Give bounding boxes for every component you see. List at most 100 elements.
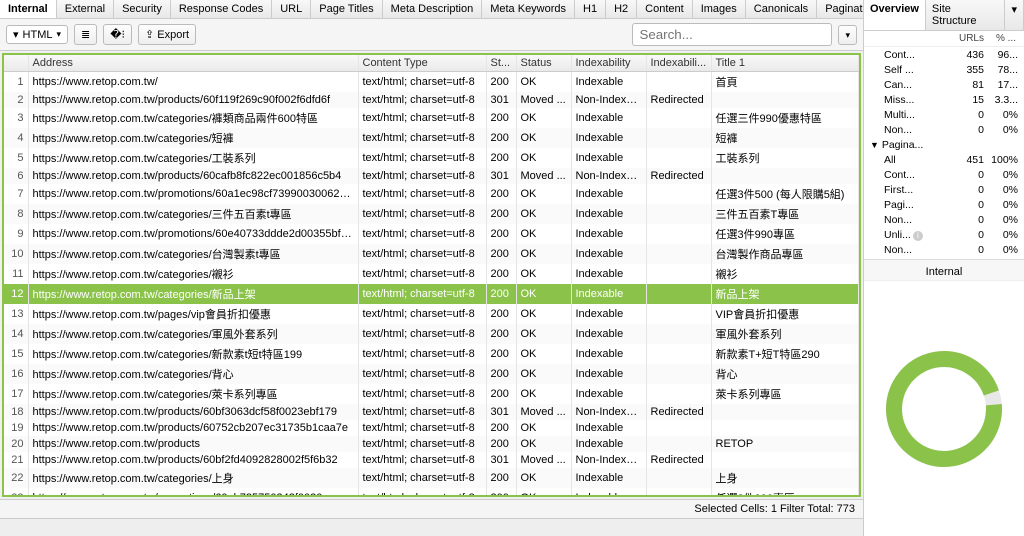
overview-count: 436 xyxy=(954,49,984,61)
cell: Indexable xyxy=(571,184,646,204)
table-row[interactable]: 9https://www.retop.com.tw/promotions/60e… xyxy=(4,224,859,244)
cell: OK xyxy=(516,108,571,128)
overview-row[interactable]: Multi...00% xyxy=(864,107,1024,122)
overview-row[interactable]: Unli...i00% xyxy=(864,227,1024,242)
column-header[interactable]: Title 1 xyxy=(711,55,859,72)
overview-row[interactable]: All451100% xyxy=(864,152,1024,167)
export-button[interactable]: ⇪ Export xyxy=(138,24,196,45)
table-row[interactable]: 19https://www.retop.com.tw/products/6075… xyxy=(4,420,859,436)
table-row[interactable]: 21https://www.retop.com.tw/products/60bf… xyxy=(4,452,859,468)
status-bar: Selected Cells: 1 Filter Total: 773 xyxy=(0,499,863,518)
overview-row[interactable]: Non...00% xyxy=(864,212,1024,227)
cell: Redirected xyxy=(646,404,711,420)
column-header[interactable]: St... xyxy=(486,55,516,72)
table-row[interactable]: 22https://www.retop.com.tw/categories/上身… xyxy=(4,468,859,488)
table-row[interactable]: 17https://www.retop.com.tw/categories/萊卡… xyxy=(4,384,859,404)
cell: Indexable xyxy=(571,224,646,244)
view-tree-button[interactable]: �⁝ xyxy=(103,24,132,45)
tab-pagination[interactable]: Pagination xyxy=(817,0,863,18)
column-header[interactable] xyxy=(4,55,28,72)
table-row[interactable]: 12https://www.retop.com.tw/categories/新品… xyxy=(4,284,859,304)
table-row[interactable]: 4https://www.retop.com.tw/categories/短褲t… xyxy=(4,128,859,148)
table-row[interactable]: 8https://www.retop.com.tw/categories/三件五… xyxy=(4,204,859,224)
cell: OK xyxy=(516,224,571,244)
overview-row[interactable]: ▼ Pagina... xyxy=(864,137,1024,152)
tab-h2[interactable]: H2 xyxy=(606,0,637,18)
results-grid[interactable]: AddressContent TypeSt...StatusIndexabili… xyxy=(2,53,861,497)
cell: https://www.retop.com.tw/categories/褲類商品… xyxy=(28,108,358,128)
cell: Indexable xyxy=(571,128,646,148)
column-header[interactable]: Indexabili... xyxy=(646,55,711,72)
cell: Indexable xyxy=(571,204,646,224)
overview-label: Non... xyxy=(870,214,954,226)
table-row[interactable]: 11https://www.retop.com.tw/categories/襯衫… xyxy=(4,264,859,284)
table-row[interactable]: 14https://www.retop.com.tw/categories/軍風… xyxy=(4,324,859,344)
cell: https://www.retop.com.tw/pages/vip會員折扣優惠 xyxy=(28,304,358,324)
table-row[interactable]: 20https://www.retop.com.tw/productstext/… xyxy=(4,436,859,452)
table-row[interactable]: 3https://www.retop.com.tw/categories/褲類商… xyxy=(4,108,859,128)
table-row[interactable]: 10https://www.retop.com.tw/categories/台灣… xyxy=(4,244,859,264)
cell: 上身 xyxy=(711,468,859,488)
search-input[interactable] xyxy=(632,23,832,46)
list-icon: ≣ xyxy=(81,29,90,41)
overview-row[interactable]: Non...00% xyxy=(864,242,1024,257)
overview-row[interactable]: Non...00% xyxy=(864,122,1024,137)
cell: Indexable xyxy=(571,148,646,168)
cell: Redirected xyxy=(646,92,711,108)
table-row[interactable]: 5https://www.retop.com.tw/categories/工裝系… xyxy=(4,148,859,168)
table-row[interactable]: 1https://www.retop.com.tw/text/html; cha… xyxy=(4,72,859,93)
table-row[interactable]: 18https://www.retop.com.tw/products/60bf… xyxy=(4,404,859,420)
tab-content[interactable]: Content xyxy=(637,0,693,18)
table-row[interactable]: 23https://www.retop.com.tw/promotions/60… xyxy=(4,488,859,497)
table-row[interactable]: 7https://www.retop.com.tw/promotions/60a… xyxy=(4,184,859,204)
side-tab-more[interactable]: ▾ xyxy=(1005,0,1024,30)
table-row[interactable]: 15https://www.retop.com.tw/categories/新款… xyxy=(4,344,859,364)
cell: text/html; charset=utf-8 xyxy=(358,452,486,468)
side-tab-site-structure[interactable]: Site Structure xyxy=(926,0,1006,30)
overview-label: Multi... xyxy=(870,109,954,121)
overview-row[interactable]: First...00% xyxy=(864,182,1024,197)
cell: 23 xyxy=(4,488,28,497)
cell: 工裝系列 xyxy=(711,148,859,168)
tab-h1[interactable]: H1 xyxy=(575,0,606,18)
tab-url[interactable]: URL xyxy=(272,0,311,18)
cell: 200 xyxy=(486,264,516,284)
column-header[interactable]: Content Type xyxy=(358,55,486,72)
column-header[interactable]: Address xyxy=(28,55,358,72)
cell xyxy=(646,128,711,148)
filter-dropdown[interactable]: ▾ HTML ▾ xyxy=(6,25,68,44)
cell: 任選3件500 (每人限購5組) xyxy=(711,184,859,204)
overview-row[interactable]: Self ...35578... xyxy=(864,62,1024,77)
overview-label: Pagi... xyxy=(870,199,954,211)
overview-label: Self ... xyxy=(870,64,954,76)
funnel-icon: ▾ xyxy=(13,28,19,41)
tab-external[interactable]: External xyxy=(57,0,114,18)
tab-images[interactable]: Images xyxy=(693,0,746,18)
tab-security[interactable]: Security xyxy=(114,0,171,18)
table-row[interactable]: 2https://www.retop.com.tw/products/60f11… xyxy=(4,92,859,108)
tab-response-codes[interactable]: Response Codes xyxy=(171,0,272,18)
table-row[interactable]: 16https://www.retop.com.tw/categories/背心… xyxy=(4,364,859,384)
overview-list[interactable]: Cont...43696...Self ...35578...Can...811… xyxy=(864,47,1024,257)
tab-meta-keywords[interactable]: Meta Keywords xyxy=(482,0,575,18)
cell: 2 xyxy=(4,92,28,108)
tab-canonicals[interactable]: Canonicals xyxy=(746,0,817,18)
overview-row[interactable]: Cont...00% xyxy=(864,167,1024,182)
overview-row[interactable]: Can...8117... xyxy=(864,77,1024,92)
overview-row[interactable]: Miss...153.3... xyxy=(864,92,1024,107)
column-header[interactable]: Status xyxy=(516,55,571,72)
side-tab-overview[interactable]: Overview xyxy=(864,0,926,30)
cell: https://www.retop.com.tw/categories/軍風外套… xyxy=(28,324,358,344)
tab-page-titles[interactable]: Page Titles xyxy=(311,0,382,18)
table-row[interactable]: 13https://www.retop.com.tw/pages/vip會員折扣… xyxy=(4,304,859,324)
overview-row[interactable]: Pagi...00% xyxy=(864,197,1024,212)
cell: Indexable xyxy=(571,488,646,497)
table-row[interactable]: 6https://www.retop.com.tw/products/60caf… xyxy=(4,168,859,184)
search-options-button[interactable]: ▾ xyxy=(838,25,857,45)
tab-meta-description[interactable]: Meta Description xyxy=(383,0,483,18)
view-list-button[interactable]: ≣ xyxy=(74,24,97,45)
overview-row[interactable]: Cont...43696... xyxy=(864,47,1024,62)
column-header[interactable]: Indexability xyxy=(571,55,646,72)
cell: 台灣製作商品專區 xyxy=(711,244,859,264)
tab-internal[interactable]: Internal xyxy=(0,0,57,18)
